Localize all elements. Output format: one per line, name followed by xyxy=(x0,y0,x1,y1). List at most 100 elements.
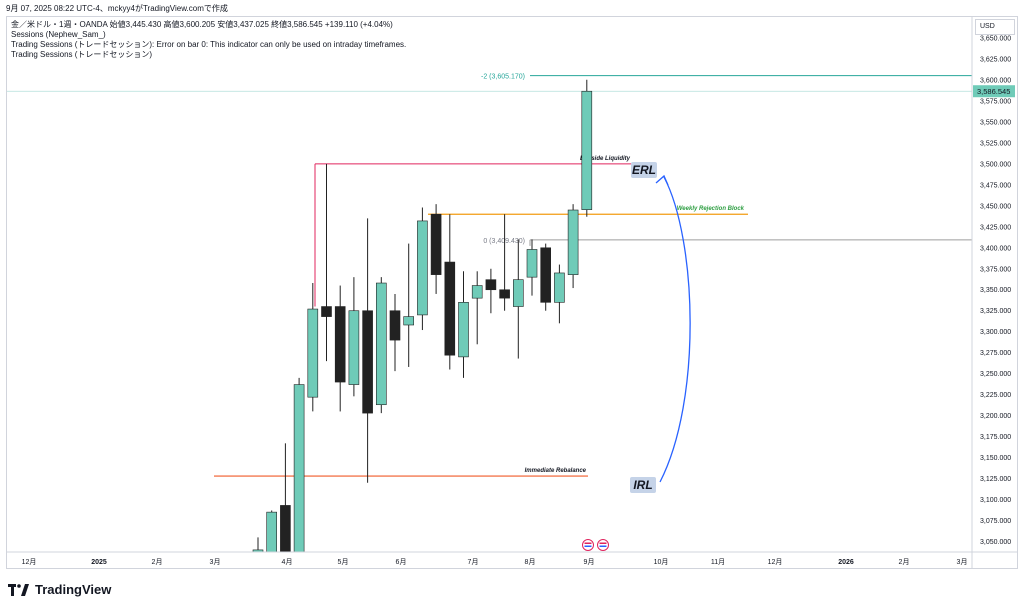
candle-body-down xyxy=(444,261,456,356)
price-tick-label: 3,175.000 xyxy=(980,434,1011,441)
immediate-rebalance-label: Immediate Rebalance xyxy=(525,468,587,474)
currency-button[interactable]: USD xyxy=(975,19,1015,35)
candle xyxy=(526,239,538,296)
current-price-tag-text: 3,586.545 xyxy=(977,87,1010,96)
time-tick-label: 2025 xyxy=(91,559,107,566)
candle xyxy=(362,218,373,483)
current-price-tag xyxy=(973,85,1015,98)
irl-label-box xyxy=(630,477,656,493)
symbol-ohlc-line[interactable]: 金／米ドル・1週・OANDA 始値3,445.430 高値3,600.205 安… xyxy=(11,20,393,29)
irl-to-erl-arrow xyxy=(659,176,691,483)
candle-body-up xyxy=(375,282,387,406)
candle xyxy=(348,277,360,397)
price-tick-label: 3,625.000 xyxy=(980,56,1011,63)
candle-body-down xyxy=(362,310,373,414)
candle xyxy=(458,271,469,378)
candle xyxy=(389,293,401,372)
chart-legend: 金／米ドル・1週・OANDA 始値3,445.430 高値3,600.205 安… xyxy=(11,20,406,60)
irl-label-text: IRL xyxy=(633,478,652,492)
chart-frame xyxy=(6,16,1018,569)
us-flag-event-icon xyxy=(597,539,609,551)
arrow-head xyxy=(655,174,669,186)
candle xyxy=(581,79,593,217)
price-tick-label: 3,275.000 xyxy=(980,350,1011,357)
price-tick-label: 3,650.000 xyxy=(980,35,1011,42)
price-tick-label: 3,425.000 xyxy=(980,224,1011,231)
candle-body-up xyxy=(403,316,415,326)
time-tick-label: 5月 xyxy=(338,558,349,566)
price-tick-label: 3,050.000 xyxy=(980,539,1011,546)
price-tick-label: 3,600.000 xyxy=(980,77,1011,84)
price-tick-label: 3,075.000 xyxy=(980,518,1011,525)
candle xyxy=(554,264,565,324)
candle-body-up xyxy=(252,549,264,552)
candle xyxy=(485,268,497,314)
candle xyxy=(512,239,524,359)
candle-body-down xyxy=(485,279,497,291)
candle xyxy=(252,537,264,552)
price-tick-label: 3,100.000 xyxy=(980,497,1011,504)
time-tick-label: 11月 xyxy=(711,558,725,566)
candle-body-up xyxy=(554,272,565,303)
time-tick-label: 6月 xyxy=(396,558,407,566)
candle xyxy=(375,277,387,414)
time-tick-label: 7月 xyxy=(468,558,479,566)
time-tick-label: 4月 xyxy=(282,558,293,566)
candle xyxy=(266,510,278,552)
time-tick-label: 2026 xyxy=(838,559,854,566)
time-tick-label: 8月 xyxy=(525,558,536,566)
indicator-trading-sessions[interactable]: Trading Sessions (トレードセッション) xyxy=(11,50,153,59)
indicator-sessions[interactable]: Sessions (Nephew_Sam_) xyxy=(11,30,106,39)
candle-body-down xyxy=(280,505,291,552)
price-tick-label: 3,575.000 xyxy=(980,98,1011,105)
price-tick-label: 3,550.000 xyxy=(980,119,1011,126)
candle-body-up xyxy=(307,308,319,398)
price-tick-label: 3,500.000 xyxy=(980,161,1011,168)
indicator-trading-sessions-error[interactable]: Trading Sessions (トレードセッション): Error on b… xyxy=(11,40,407,49)
candle-body-up xyxy=(581,90,593,210)
time-tick-label: 3月 xyxy=(210,558,221,566)
plot-area: -2 (3,605.170)0 (3,409.430)Buyside Liqui… xyxy=(7,74,972,552)
price-tick-label: 3,350.000 xyxy=(980,287,1011,294)
candle xyxy=(499,214,510,311)
candle xyxy=(471,271,483,345)
price-tick-label: 3,300.000 xyxy=(980,329,1011,336)
candle-body-up xyxy=(512,279,524,307)
candle-body-down xyxy=(321,306,332,317)
candle-body-down xyxy=(334,306,346,383)
candle xyxy=(567,204,579,289)
candle xyxy=(540,243,552,311)
candle-body-up xyxy=(458,302,469,358)
irl-label: IRL xyxy=(630,477,656,493)
price-tick-label: 3,325.000 xyxy=(980,308,1011,315)
price-tick-label: 3,450.000 xyxy=(980,203,1011,210)
time-tick-label: 12月 xyxy=(22,558,37,566)
erl-label-text: ERL xyxy=(632,163,656,177)
price-tick-label: 3,400.000 xyxy=(980,245,1011,252)
candle-body-down xyxy=(430,213,442,275)
time-tick-label: 3月 xyxy=(957,558,968,566)
candle xyxy=(334,285,346,412)
created-info: 9月 07, 2025 08:22 UTC-4、mckyy4がTradingVi… xyxy=(6,4,228,13)
candle xyxy=(321,163,332,362)
time-tick-label: 10月 xyxy=(654,558,669,566)
us-flag-event-icon xyxy=(582,539,594,551)
candle xyxy=(307,283,319,412)
tradingview-logo[interactable]: TradingView xyxy=(8,582,111,597)
candle-body-up xyxy=(348,310,360,385)
time-tick-label: 2月 xyxy=(899,558,910,566)
candle xyxy=(403,243,415,367)
price-tick-label: 3,225.000 xyxy=(980,392,1011,399)
candle xyxy=(430,204,442,294)
candle-body-up xyxy=(471,285,483,299)
price-tick-label: 3,375.000 xyxy=(980,266,1011,273)
rejection-block-label: Weekly Rejection Block xyxy=(677,206,745,212)
candle xyxy=(280,443,291,552)
candle-body-down xyxy=(389,310,401,341)
candle xyxy=(293,377,305,552)
price-tick-label: 3,250.000 xyxy=(980,371,1011,378)
candle-body-up xyxy=(293,384,305,552)
price-tick-label: 3,475.000 xyxy=(980,182,1011,189)
buyside-liquidity-label: Buyside Liquidity xyxy=(580,156,631,162)
